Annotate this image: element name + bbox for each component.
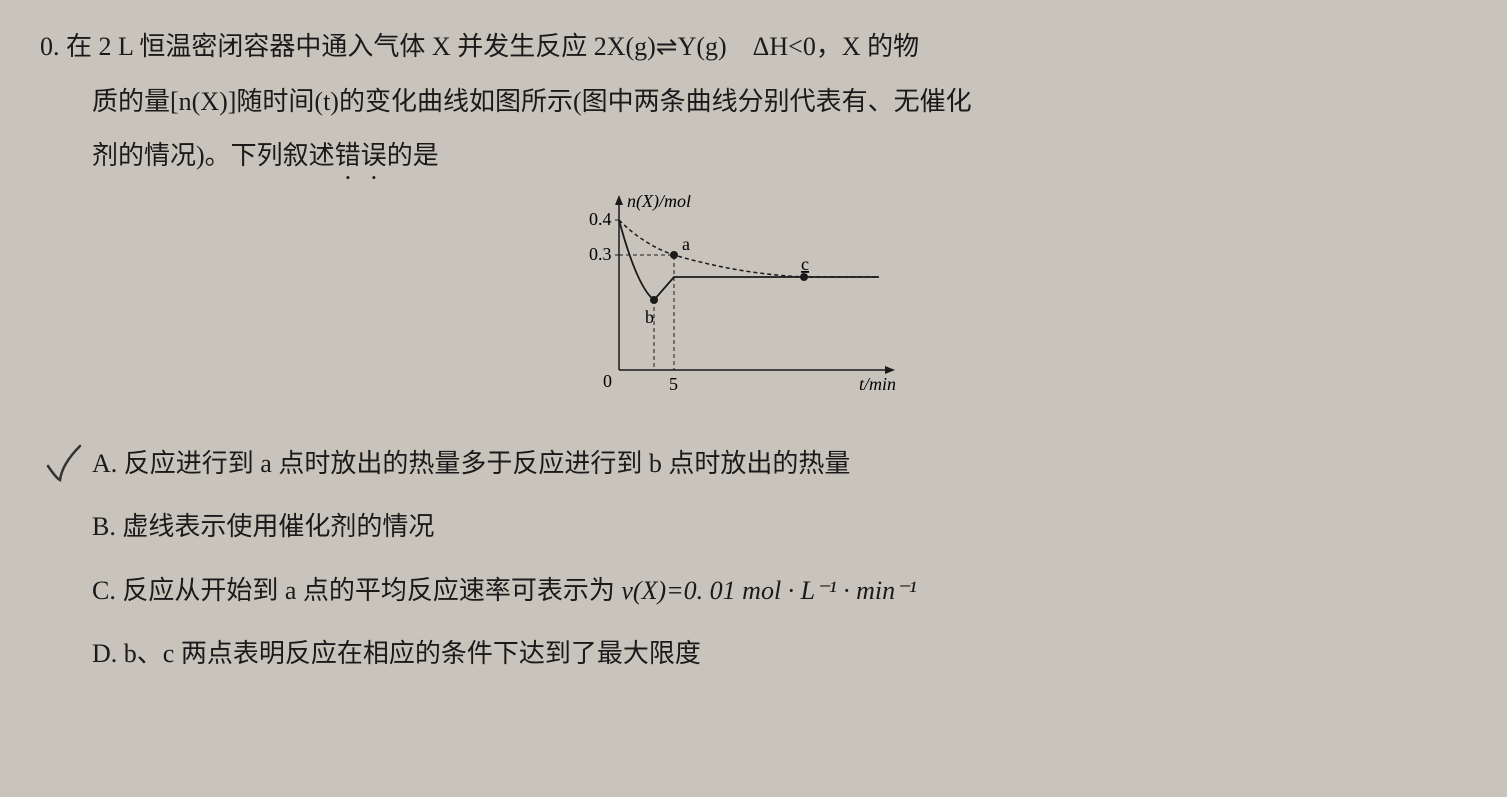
option-c-text: C. 反应从开始到 a 点的平均反应速率可表示为 [92,576,621,605]
option-d: D. b、c 两点表明反应在相应的条件下达到了最大限度 [92,625,1467,682]
y-tick-1: 0.3 [589,244,612,264]
option-b-text: B. 虚线表示使用催化剂的情况 [92,512,434,541]
question-number: 0. [40,32,60,61]
dashed-curve [619,220,879,277]
options-list: A. 反应进行到 a 点时放出的热量多于反应进行到 b 点时放出的热量 B. 虚… [40,435,1467,682]
option-c: C. 反应从开始到 a 点的平均反应速率可表示为 v(X)=0. 01 mol … [92,562,1467,619]
stem-line-1: 0. 在 2 L 恒温密闭容器中通入气体 X 并发生反应 2X(g)⇌Y(g) … [40,20,1467,75]
y-tick-0: 0.4 [589,209,612,229]
option-b: B. 虚线表示使用催化剂的情况 [92,498,1467,555]
stem-line-3: 剂的情况)。下列叙述错误的是 [40,129,1467,185]
label-b: b [645,307,654,327]
option-a: A. 反应进行到 a 点时放出的热量多于反应进行到 b 点时放出的热量 [92,435,1467,492]
y-axis-label: n(X)/mol [627,195,691,212]
option-c-formula: v(X)=0. 01 mol · L⁻¹ · min⁻¹ [621,576,916,605]
point-b [650,296,658,304]
stem-emphasis: 错误 [335,141,387,170]
origin-label: 0 [603,371,612,391]
stem-line-2: 质的量[n(X)]随时间(t)的变化曲线如图所示(图中两条曲线分别代表有、无催化 [40,75,1467,130]
x-axis-label: t/min [859,374,896,394]
point-c [800,273,808,281]
line-chart: 0.4 0.3 0 5 n(X)/mol t/min a b [579,195,929,425]
stem-text-3a: 剂的情况)。下列叙述 [92,141,335,170]
x-tick: 5 [669,374,678,394]
chart-svg: 0.4 0.3 0 5 n(X)/mol t/min a b [579,195,929,425]
chart-container: 0.4 0.3 0 5 n(X)/mol t/min a b [40,195,1467,425]
point-a [670,251,678,259]
solid-curve [619,220,879,300]
option-a-text: A. 反应进行到 a 点时放出的热量多于反应进行到 b 点时放出的热量 [92,449,850,478]
checkmark-icon [44,429,88,517]
option-d-text: D. b、c 两点表明反应在相应的条件下达到了最大限度 [92,639,701,668]
stem-text-3b: 的是 [387,141,439,170]
label-a: a [682,234,690,254]
label-c: c [801,254,809,274]
stem-text-1: 在 2 L 恒温密闭容器中通入气体 X 并发生反应 2X(g)⇌Y(g) ΔH<… [66,32,919,61]
question-stem: 0. 在 2 L 恒温密闭容器中通入气体 X 并发生反应 2X(g)⇌Y(g) … [40,20,1467,185]
axes [615,195,895,374]
